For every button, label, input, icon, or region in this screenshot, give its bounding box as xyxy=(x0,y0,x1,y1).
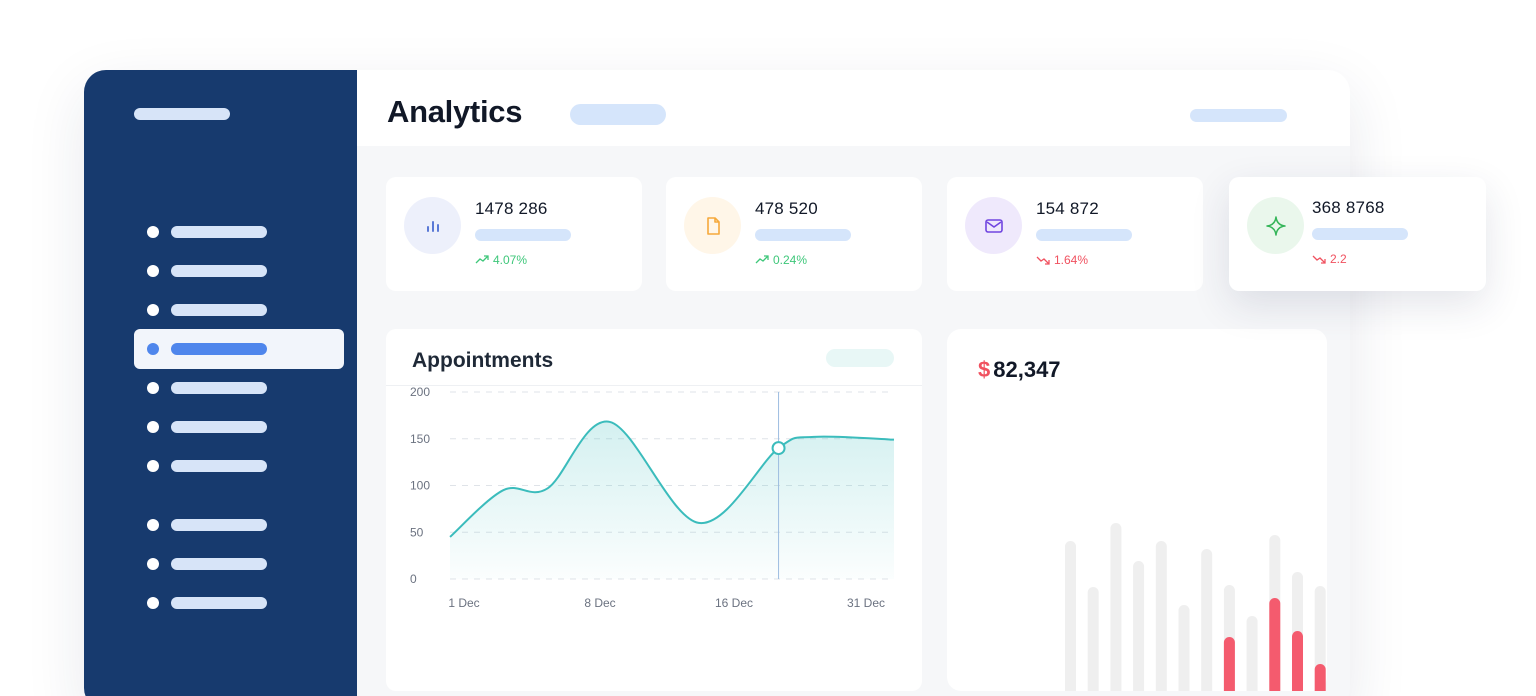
sidebar-item-4-active[interactable] xyxy=(134,329,344,369)
stat-change: 2.2 xyxy=(1312,252,1347,266)
series-line xyxy=(449,420,895,538)
page-title: Analytics xyxy=(387,94,523,129)
sidebar-item-2[interactable] xyxy=(134,251,344,291)
bar-chart-icon xyxy=(404,197,461,254)
stat-card-4[interactable]: 368 8768 2.2 xyxy=(1229,177,1486,291)
bar-track xyxy=(1065,541,1076,691)
trend-up-icon xyxy=(475,255,489,264)
x-tick-label: 1 Dec xyxy=(448,596,479,610)
stat-change-value: 4.07% xyxy=(493,253,528,267)
sidebar-item-8[interactable] xyxy=(134,505,344,545)
sidebar xyxy=(84,70,357,696)
sidebar-item-3[interactable] xyxy=(134,290,344,330)
appointments-chart: 200 150 100 50 0 1 Dec 8 Dec 16 Dec 31 Dec xyxy=(410,386,895,610)
x-tick-label: 8 Dec xyxy=(584,596,615,610)
divider xyxy=(386,385,922,386)
nav-label-placeholder xyxy=(171,304,267,316)
nav-label-placeholder xyxy=(171,226,267,238)
nav-label-placeholder xyxy=(171,597,267,609)
sidebar-item-1[interactable] xyxy=(134,212,344,252)
nav-bullet-icon xyxy=(147,382,159,394)
y-tick-label: 150 xyxy=(410,432,430,446)
nav-label-placeholder xyxy=(171,558,267,570)
bar-value xyxy=(1314,664,1326,691)
stat-value: 478 520 xyxy=(755,199,818,218)
area-fill xyxy=(450,421,894,579)
header-tag-placeholder[interactable] xyxy=(570,104,666,125)
header-action-placeholder[interactable] xyxy=(1190,109,1287,122)
sidebar-item-7[interactable] xyxy=(134,446,344,486)
nav-bullet-icon xyxy=(147,265,159,277)
stat-value: 1478 286 xyxy=(475,199,548,218)
revenue-value: 82,347 xyxy=(993,357,1061,382)
stat-card-2[interactable]: 478 520 0.24% xyxy=(666,177,922,291)
nav-bullet-icon xyxy=(147,343,159,355)
y-tick-label: 100 xyxy=(410,479,430,493)
stat-change-value: 0.24% xyxy=(773,253,808,267)
stat-change: 0.24% xyxy=(755,253,807,267)
bar-track xyxy=(1133,561,1145,691)
nav-bullet-icon xyxy=(147,597,159,609)
nav-label-placeholder xyxy=(171,421,267,433)
bar-track xyxy=(1087,587,1099,691)
stat-value: 368 8768 xyxy=(1312,198,1385,217)
trend-up-icon xyxy=(755,255,769,264)
nav-bullet-icon xyxy=(147,421,159,433)
stat-change-value: 2.2 xyxy=(1330,252,1347,266)
document-icon xyxy=(684,197,741,254)
y-tick-label: 0 xyxy=(410,572,417,586)
nav-bullet-icon xyxy=(147,558,159,570)
y-tick-label: 50 xyxy=(410,525,424,539)
currency-symbol: $ xyxy=(978,357,991,382)
bar-value xyxy=(1223,637,1235,691)
bar-value xyxy=(1269,598,1281,691)
x-tick-label: 16 Dec xyxy=(715,596,753,610)
y-tick-label: 200 xyxy=(410,386,430,399)
nav-bullet-icon xyxy=(147,304,159,316)
bar-track xyxy=(1178,605,1190,691)
hover-point xyxy=(771,441,786,456)
nav-label-placeholder xyxy=(171,265,267,277)
appointments-title: Appointments xyxy=(412,349,554,372)
trend-down-icon xyxy=(1036,256,1050,265)
stat-label-placeholder xyxy=(1036,229,1132,241)
bar-value xyxy=(1292,631,1303,691)
stat-label-placeholder xyxy=(1312,228,1408,240)
stat-change-value: 1.64% xyxy=(1054,253,1089,267)
revenue-amount: $82,347 xyxy=(978,357,1061,383)
stat-label-placeholder xyxy=(475,229,571,241)
nav-bullet-icon xyxy=(147,460,159,472)
nav-label-placeholder xyxy=(171,519,267,531)
sparkle-icon xyxy=(1247,197,1304,254)
revenue-card: $82,347 xyxy=(947,329,1327,691)
nav-label-placeholder xyxy=(171,382,267,394)
sidebar-item-5[interactable] xyxy=(134,368,344,408)
bar-track xyxy=(1110,523,1122,691)
stat-card-3[interactable]: 154 872 1.64% xyxy=(947,177,1203,291)
stat-change: 4.07% xyxy=(475,253,527,267)
dashboard-window: Analytics 1478 286 4.07% 478 520 xyxy=(84,70,1350,696)
stat-label-placeholder xyxy=(755,229,851,241)
header: Analytics xyxy=(357,70,1350,146)
nav-bullet-icon xyxy=(147,226,159,238)
stat-change: 1.64% xyxy=(1036,253,1088,267)
bar-track xyxy=(1201,549,1213,691)
sidebar-item-9[interactable] xyxy=(134,544,344,584)
logo-placeholder xyxy=(134,108,230,120)
mail-icon xyxy=(965,197,1022,254)
appointments-filter-placeholder[interactable] xyxy=(826,349,894,367)
sidebar-item-6[interactable] xyxy=(134,407,344,447)
nav-label-placeholder xyxy=(171,460,267,472)
x-tick-label: 31 Dec xyxy=(847,596,885,610)
appointments-card: Appointments 200 150 100 50 0 1 Dec 8 Dec 16 De… xyxy=(386,329,922,691)
nav-bullet-icon xyxy=(147,519,159,531)
bar-track xyxy=(1246,616,1258,691)
bar-track xyxy=(1155,541,1167,691)
stat-card-1[interactable]: 1478 286 4.07% xyxy=(386,177,642,291)
trend-down-icon xyxy=(1312,255,1326,264)
sidebar-item-10[interactable] xyxy=(134,583,344,623)
nav-label-placeholder xyxy=(171,343,267,355)
stat-value: 154 872 xyxy=(1036,199,1099,218)
revenue-bar-chart xyxy=(1065,523,1326,691)
